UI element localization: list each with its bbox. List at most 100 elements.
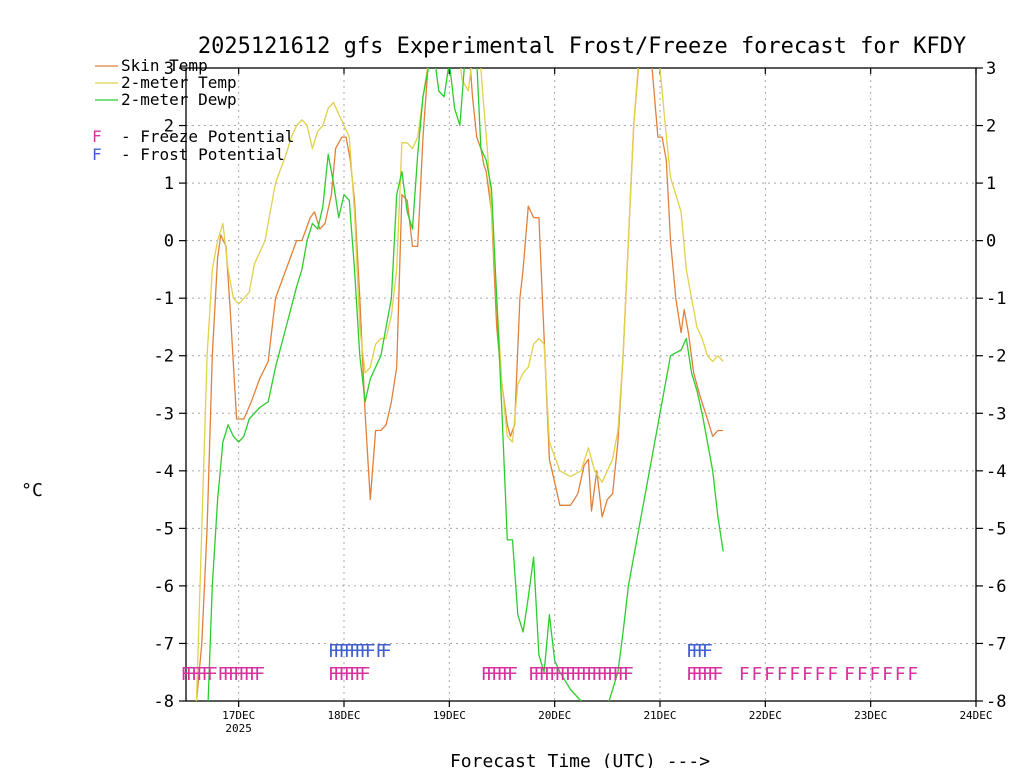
- y-tick-label-right: -5: [986, 519, 1006, 539]
- freeze-marker: F: [502, 664, 513, 685]
- frost-marker: F: [381, 641, 392, 662]
- frost-marker: F: [339, 641, 350, 662]
- y-tick-label-right: -4: [986, 462, 1006, 482]
- freeze-marker: F: [254, 664, 265, 685]
- y-tick-label: -7: [154, 634, 174, 654]
- frost-marker: F: [691, 641, 702, 662]
- freeze-marker: F: [555, 664, 566, 685]
- legend-label: Skin Temp: [121, 56, 208, 75]
- y-tick-label: 0: [164, 232, 174, 252]
- potential-legend-symbol: F: [92, 127, 102, 146]
- frost-marker: F: [344, 641, 355, 662]
- series-lines: [195, 68, 724, 701]
- freeze-marker: F: [196, 664, 207, 685]
- freeze-marker: F: [907, 664, 918, 685]
- legend-label: 2-meter Temp: [121, 73, 237, 92]
- freeze-marker: F: [739, 664, 750, 685]
- freeze-marker: F: [349, 664, 360, 685]
- x-tick-label: 17DEC: [222, 709, 255, 722]
- freeze-marker: F: [777, 664, 788, 685]
- y-tick-label: -6: [154, 577, 174, 597]
- freeze-marker: F: [202, 664, 213, 685]
- y-tick-label: -1: [154, 289, 174, 309]
- y-tick-label: -4: [154, 462, 174, 482]
- freeze-marker: F: [497, 664, 508, 685]
- x-tick-label: 20DEC: [538, 709, 571, 722]
- freeze-marker: F: [602, 664, 613, 685]
- freeze-marker: F: [597, 664, 608, 685]
- freeze-marker: F: [751, 664, 762, 685]
- freeze-marker: F: [827, 664, 838, 685]
- grid: [186, 67, 976, 702]
- x-tick-label: 24DEC: [959, 709, 992, 722]
- freeze-marker: F: [486, 664, 497, 685]
- y-tick-label-right: 0: [986, 232, 996, 252]
- y-tick-label-right: -6: [986, 577, 1006, 597]
- freeze-marker: F: [612, 664, 623, 685]
- y-tick-label-right: -8: [986, 692, 1006, 712]
- freeze-marker: F: [344, 664, 355, 685]
- chart-title: 2025121612 gfs Experimental Frost/Freeze…: [198, 34, 966, 59]
- x-tick-label: 21DEC: [643, 709, 676, 722]
- freeze-marker: F: [507, 664, 518, 685]
- freeze-marker: F: [239, 664, 250, 685]
- freeze-marker: F: [581, 664, 592, 685]
- freeze-marker: F: [491, 664, 502, 685]
- freeze-marker: F: [895, 664, 906, 685]
- freeze-marker: F: [764, 664, 775, 685]
- freeze-marker: F: [186, 664, 197, 685]
- freeze-marker: F: [217, 664, 228, 685]
- frost-marker: F: [349, 641, 360, 662]
- freeze-marker: F: [591, 664, 602, 685]
- freeze-marker: F: [702, 664, 713, 685]
- freeze-marker: F: [815, 664, 826, 685]
- series-line-2-meter-temp: [195, 68, 724, 701]
- freeze-marker: F: [328, 664, 339, 685]
- y-tick-label: -3: [154, 404, 174, 424]
- y-axis-label: °C: [21, 480, 43, 501]
- frost-marker: F: [697, 641, 708, 662]
- freeze-marker: F: [570, 664, 581, 685]
- freeze-marker: F: [228, 664, 239, 685]
- x-tick-label: 23DEC: [854, 709, 887, 722]
- potential-legend-label: - Freeze Potential: [121, 127, 294, 146]
- freeze-marker: F: [607, 664, 618, 685]
- freeze-marker: F: [244, 664, 255, 685]
- frost-marker: F: [333, 641, 344, 662]
- freeze-marker: F: [565, 664, 576, 685]
- y-tick-label: 2: [164, 117, 174, 137]
- freeze-marker: F: [533, 664, 544, 685]
- freeze-marker: F: [686, 664, 697, 685]
- freeze-marker: F: [333, 664, 344, 685]
- y-tick-label: -5: [154, 519, 174, 539]
- freeze-marker: F: [576, 664, 587, 685]
- freeze-marker: F: [207, 664, 218, 685]
- freeze-marker: F: [181, 664, 192, 685]
- freeze-marker: F: [691, 664, 702, 685]
- y-tick-label: -8: [154, 692, 174, 712]
- frost-marker: F: [375, 641, 386, 662]
- y-axis: -8 -8 -7 -7 -6 -6 -5 -5 -4 -4 -3 -3 -2 -2 -1 -1 0 0 1 1 2 2 3 3: [154, 59, 1007, 712]
- freeze-marker: F: [549, 664, 560, 685]
- y-tick-label-right: -1: [986, 289, 1006, 309]
- series-line-skin-temp: [195, 68, 724, 701]
- potential-legend-label: - Frost Potential: [121, 145, 285, 164]
- freeze-marker: F: [697, 664, 708, 685]
- freeze-marker: F: [223, 664, 234, 685]
- x-tick-sublabel: 2025: [225, 722, 252, 735]
- y-tick-label: 1: [164, 174, 174, 194]
- legend-label: 2-meter Dewp: [121, 90, 237, 109]
- x-axis-label: Forecast Time (UTC) --->: [450, 751, 710, 768]
- series-line-2-meter-dewp: [207, 68, 724, 701]
- freeze-marker: F: [539, 664, 550, 685]
- y-tick-label-right: -7: [986, 634, 1006, 654]
- freeze-marker: F: [869, 664, 880, 685]
- frost-marker: F: [702, 641, 713, 662]
- freeze-marker: F: [713, 664, 724, 685]
- freeze-marker: F: [802, 664, 813, 685]
- freeze-marker: F: [360, 664, 371, 685]
- plot-frame: [185, 67, 977, 702]
